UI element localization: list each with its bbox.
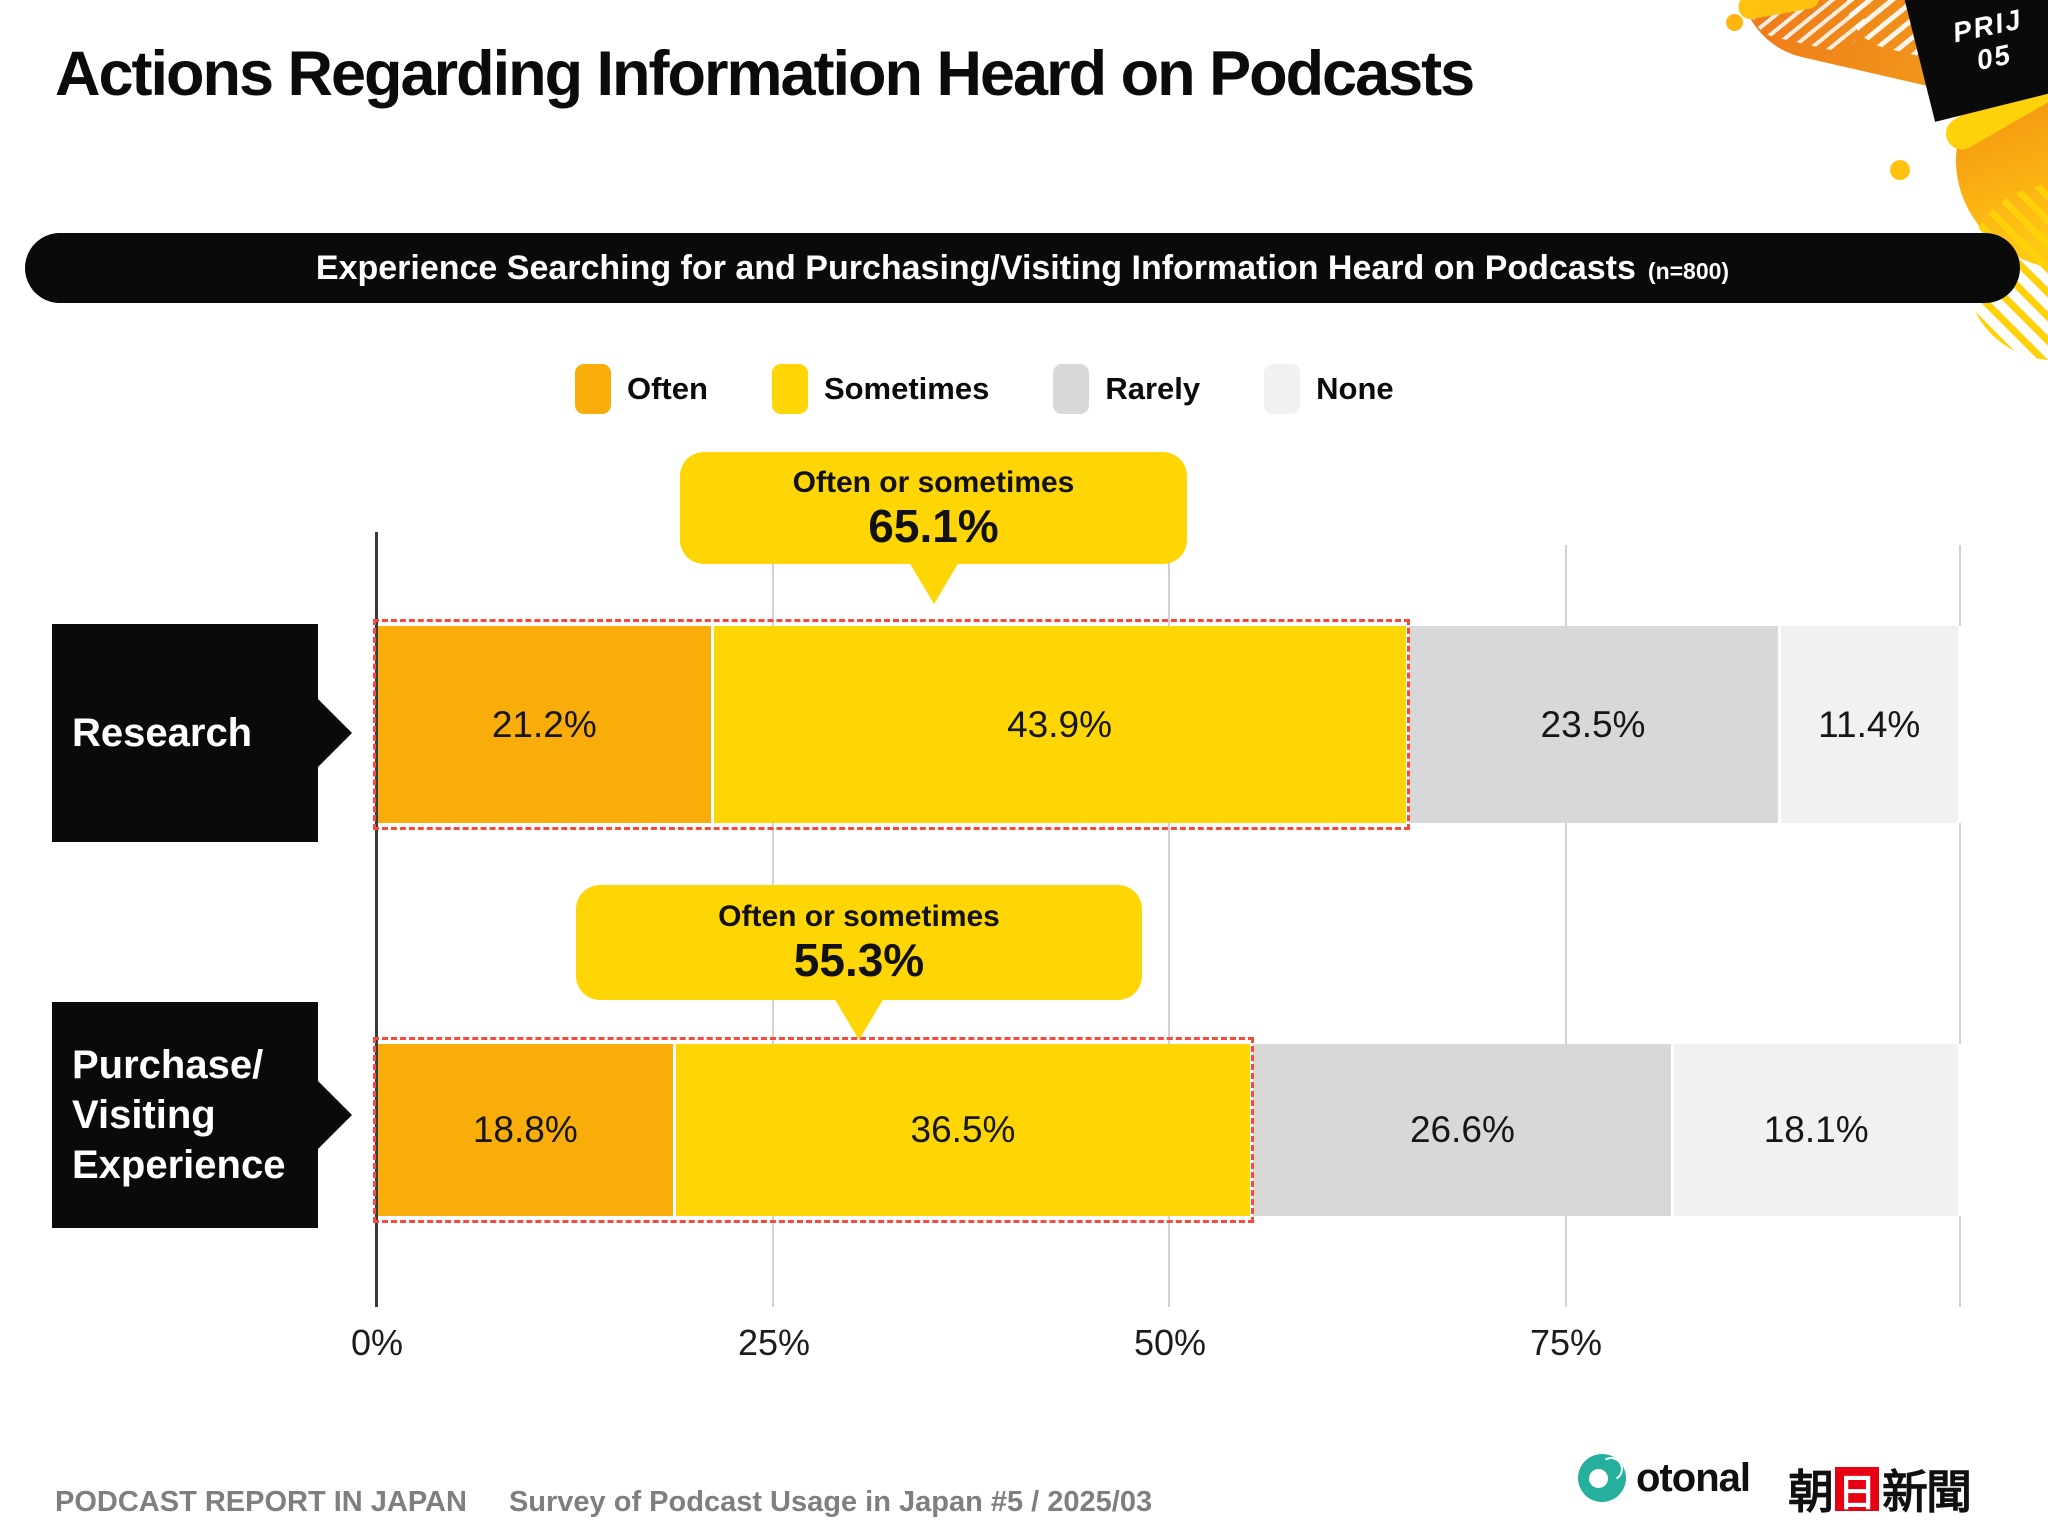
- segment-purchase-rarely: 26.6%: [1253, 1044, 1675, 1216]
- x-tick-50: 50%: [1133, 1322, 1207, 1363]
- legend-item-often: Often: [575, 364, 708, 414]
- legend-label: Often: [627, 371, 708, 406]
- legend-item-sometimes: Sometimes: [771, 364, 990, 414]
- footer-survey-info: Survey of Podcast Usage in Japan #5 / 20…: [508, 1486, 1153, 1518]
- sample-size: (n=800): [1647, 257, 1730, 284]
- asahi-logo-text: 新聞: [1882, 1466, 1972, 1518]
- segment-value: 23.5%: [1540, 703, 1646, 745]
- segment-purchase-none: 18.1%: [1674, 1044, 1961, 1216]
- segment-purchase-sometimes: 36.5%: [675, 1044, 1254, 1216]
- y-axis-line: [375, 532, 378, 1307]
- rarely-swatch: [1053, 364, 1090, 414]
- callout-label: Often or sometimes: [792, 465, 1075, 499]
- callout-research: Often or sometimes 65.1%: [680, 452, 1187, 564]
- asahi-logo-text: 朝: [1788, 1466, 1834, 1518]
- x-tick-25: 25%: [737, 1322, 811, 1363]
- segment-value: 11.4%: [1818, 703, 1921, 745]
- none-swatch: [1264, 364, 1301, 414]
- row-label-research: Research: [52, 624, 318, 842]
- segment-value: 43.9%: [1007, 703, 1113, 745]
- footer-report-title: PODCAST REPORT IN JAPAN: [55, 1486, 467, 1518]
- legend-label: Rarely: [1105, 371, 1201, 406]
- otonal-logo-icon: [1578, 1454, 1626, 1502]
- segment-value: 18.8%: [472, 1109, 578, 1150]
- legend: Often Sometimes Rarely None: [575, 364, 1394, 414]
- gridline-100: [1959, 545, 1961, 1307]
- callout-value: 55.3%: [793, 934, 925, 987]
- segment-purchase-often: 18.8%: [378, 1044, 676, 1216]
- otonal-logo: otonal: [1578, 1454, 1751, 1502]
- subtitle-pill: Experience Searching for and Purchasing/…: [25, 233, 2020, 303]
- segment-research-sometimes: 43.9%: [713, 626, 1409, 823]
- asahi-logo-red-square: 日: [1835, 1467, 1879, 1515]
- x-tick-0: 0%: [350, 1322, 404, 1363]
- often-swatch: [575, 364, 611, 414]
- x-tick-75: 75%: [1529, 1322, 1603, 1363]
- gridline-50: [1168, 545, 1170, 1307]
- segment-value: 21.2%: [491, 703, 597, 745]
- bar-research: 21.2% 43.9% 23.5% 11.4%: [373, 619, 1961, 830]
- page-title: Actions Regarding Information Heard on P…: [55, 39, 1475, 109]
- callout-purchase: Often or sometimes 55.3%: [576, 885, 1142, 1000]
- footer: PODCAST REPORT IN JAPAN Survey of Podcas…: [55, 1486, 1152, 1519]
- segment-research-rarely: 23.5%: [1408, 626, 1781, 823]
- yellow-dot-2-shape: [1890, 160, 1910, 180]
- segment-value: 36.5%: [910, 1109, 1016, 1150]
- segment-research-often: 21.2%: [378, 626, 714, 823]
- sometimes-swatch: [771, 364, 808, 414]
- legend-item-none: None: [1264, 364, 1394, 414]
- asahi-shimbun-logo: 朝 日 新聞: [1788, 1456, 1972, 1522]
- legend-label: None: [1316, 371, 1394, 406]
- yellow-dot-shape: [1726, 14, 1743, 31]
- bar-purchase: 18.8% 36.5% 26.6% 18.1%: [373, 1037, 1961, 1223]
- subtitle-text: Experience Searching for and Purchasing/…: [315, 248, 1636, 287]
- callout-value: 65.1%: [868, 499, 999, 552]
- legend-item-rarely: Rarely: [1053, 364, 1200, 414]
- callout-label: Often or sometimes: [718, 900, 1000, 934]
- row-label-purchase: Purchase/ Visiting Experience: [52, 1002, 318, 1228]
- otonal-logo-text: otonal: [1636, 1455, 1751, 1500]
- segment-research-none: 11.4%: [1780, 626, 1961, 823]
- segment-value: 18.1%: [1763, 1109, 1869, 1150]
- segment-value: 26.6%: [1409, 1109, 1515, 1150]
- gridline-75: [1565, 545, 1567, 1307]
- legend-label: Sometimes: [823, 371, 990, 406]
